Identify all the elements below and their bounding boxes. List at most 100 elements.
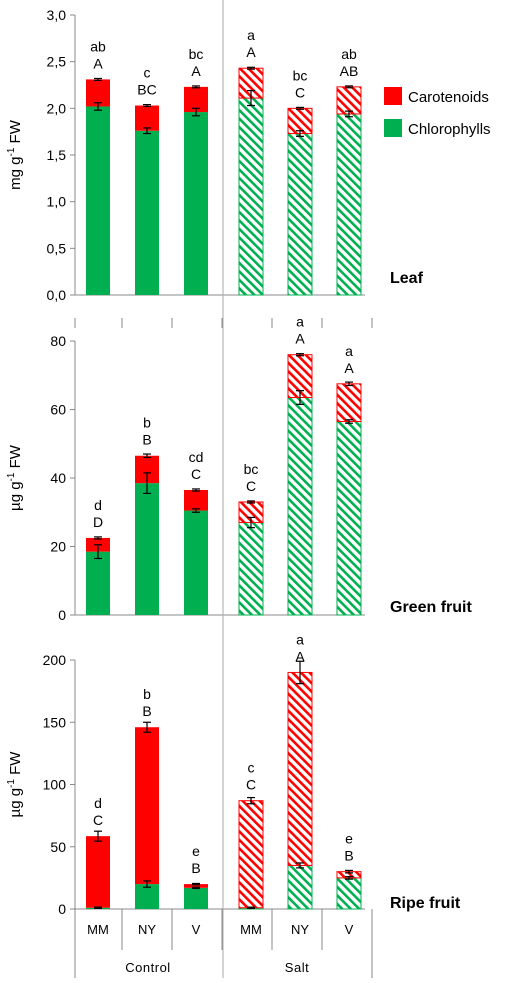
- y-axis-label-unit: mg g: [7, 157, 24, 190]
- y-tick-label: 2,0: [47, 100, 67, 116]
- significance-letter-uppercase: A: [295, 648, 305, 664]
- y-tick-label: 60: [50, 402, 66, 418]
- legend: Carotenoids Chlorophylls: [384, 87, 491, 138]
- significance-letter-uppercase: AB: [340, 63, 359, 79]
- bar-chlorophylls-v-control: [184, 887, 208, 909]
- bar-carotenoids-ny-salt: [287, 107, 313, 135]
- y-tick-label: 150: [43, 714, 67, 730]
- significance-letter-uppercase: D: [93, 514, 103, 530]
- bar-carotenoids-mm-salt: [238, 800, 264, 909]
- y-axis-label: µg g-1 FW: [6, 751, 24, 818]
- bar-chlorophylls-v-control: [184, 112, 208, 295]
- bar-chlorophylls-v-salt: [336, 113, 362, 296]
- y-axis-label-exponent: -1: [6, 779, 17, 788]
- y-tick-label: 50: [50, 839, 66, 855]
- y-tick-label: 1,5: [47, 147, 67, 163]
- significance-letter-lowercase: d: [94, 497, 102, 513]
- x-tick-label-ny: NY: [138, 922, 156, 937]
- legend-label-chlorophylls: Chlorophylls: [408, 121, 491, 138]
- legend-swatch-chlorophylls: [384, 119, 402, 137]
- significance-letter-lowercase: e: [192, 843, 200, 859]
- legend-label-carotenoids: Carotenoids: [408, 89, 489, 106]
- significance-letter-lowercase: bc: [189, 46, 204, 62]
- x-tick-label-mm: MM: [240, 922, 262, 937]
- significance-letter-lowercase: a: [296, 631, 304, 647]
- group-label-control: Control: [125, 960, 170, 975]
- significance-letter-lowercase: ab: [90, 38, 106, 54]
- x-tick-label-mm: MM: [87, 922, 109, 937]
- significance-letter-lowercase: bc: [244, 461, 259, 477]
- bar-chlorophylls-mm-control: [86, 551, 110, 615]
- significance-letter-uppercase: B: [344, 848, 353, 864]
- significance-letter-lowercase: ab: [341, 46, 357, 62]
- bar-carotenoids-v-salt: [336, 86, 362, 115]
- bar-chlorophylls-v-control: [184, 510, 208, 615]
- y-axis-label: mg g-1 FW: [6, 119, 24, 190]
- legend-swatch-carotenoids: [384, 87, 402, 105]
- significance-letter-uppercase: C: [191, 466, 201, 482]
- significance-letter-lowercase: bc: [293, 67, 308, 83]
- y-axis-label-unit: µg g: [7, 788, 24, 818]
- bar-carotenoids-ny-salt: [287, 671, 313, 866]
- significance-letter-uppercase: C: [246, 478, 256, 494]
- y-tick-label: 200: [43, 652, 67, 668]
- y-tick-label: 100: [43, 777, 67, 793]
- y-axis-label: µg g-1 FW: [6, 444, 24, 511]
- x-tick-label-ny: NY: [291, 922, 309, 937]
- panel-label: Green fruit: [390, 599, 472, 616]
- bar-chlorophylls-mm-control: [86, 106, 110, 295]
- significance-letter-uppercase: A: [191, 63, 201, 79]
- bar-chlorophylls-ny-control: [135, 130, 159, 295]
- bar-chlorophylls-ny-salt: [287, 133, 313, 296]
- significance-letter-uppercase: C: [246, 777, 256, 793]
- bar-carotenoids-mm-control: [86, 836, 110, 908]
- bar-chlorophylls-ny-salt: [287, 864, 313, 910]
- bar-chlorophylls-mm-salt: [238, 522, 264, 616]
- significance-letter-uppercase: A: [344, 360, 354, 376]
- significance-letter-lowercase: b: [143, 415, 151, 431]
- significance-letter-uppercase: B: [142, 432, 151, 448]
- y-tick-label: 0,0: [47, 287, 67, 303]
- y-axis-label-exponent: -1: [6, 147, 17, 156]
- significance-letter-uppercase: A: [295, 331, 305, 347]
- y-tick-label: 2,5: [47, 54, 67, 70]
- bar-chlorophylls-ny-control: [135, 483, 159, 615]
- bar-carotenoids-v-salt: [336, 383, 362, 422]
- bar-carotenoids-v-control: [184, 884, 208, 888]
- bar-chlorophylls-ny-control: [135, 884, 159, 909]
- bar-chlorophylls-mm-salt: [238, 97, 264, 296]
- bar-carotenoids-v-control: [184, 489, 208, 511]
- significance-letter-lowercase: cd: [189, 449, 204, 465]
- significance-letter-lowercase: b: [143, 686, 151, 702]
- significance-letter-lowercase: a: [247, 27, 255, 43]
- y-tick-label: 80: [50, 333, 66, 349]
- bar-chlorophylls-v-salt: [336, 877, 362, 910]
- significance-letter-uppercase: A: [246, 44, 256, 60]
- significance-letter-uppercase: C: [93, 812, 103, 828]
- significance-letter-lowercase: e: [345, 831, 353, 847]
- y-tick-label: 0,5: [47, 240, 67, 256]
- panel-label: Leaf: [390, 270, 424, 287]
- y-axis-label-unit: µg g: [7, 481, 24, 511]
- significance-letter-uppercase: B: [142, 703, 151, 719]
- y-axis-label-tail: FW: [7, 751, 24, 779]
- bar-chlorophylls-ny-salt: [287, 397, 313, 616]
- significance-letter-lowercase: a: [296, 314, 304, 330]
- y-axis-label-tail: FW: [7, 444, 24, 472]
- x-tick-label-v: V: [192, 922, 201, 937]
- y-axis-label-exponent: -1: [6, 472, 17, 481]
- bar-carotenoids-ny-control: [135, 105, 159, 131]
- bar-carotenoids-mm-control: [86, 79, 110, 107]
- y-tick-label: 1,0: [47, 194, 67, 210]
- y-tick-label: 40: [50, 470, 66, 486]
- panel-label: Ripe fruit: [390, 895, 461, 912]
- significance-letter-lowercase: c: [248, 760, 255, 776]
- x-tick-label-v: V: [345, 922, 354, 937]
- significance-letter-lowercase: c: [144, 65, 151, 81]
- significance-letter-uppercase: B: [191, 860, 200, 876]
